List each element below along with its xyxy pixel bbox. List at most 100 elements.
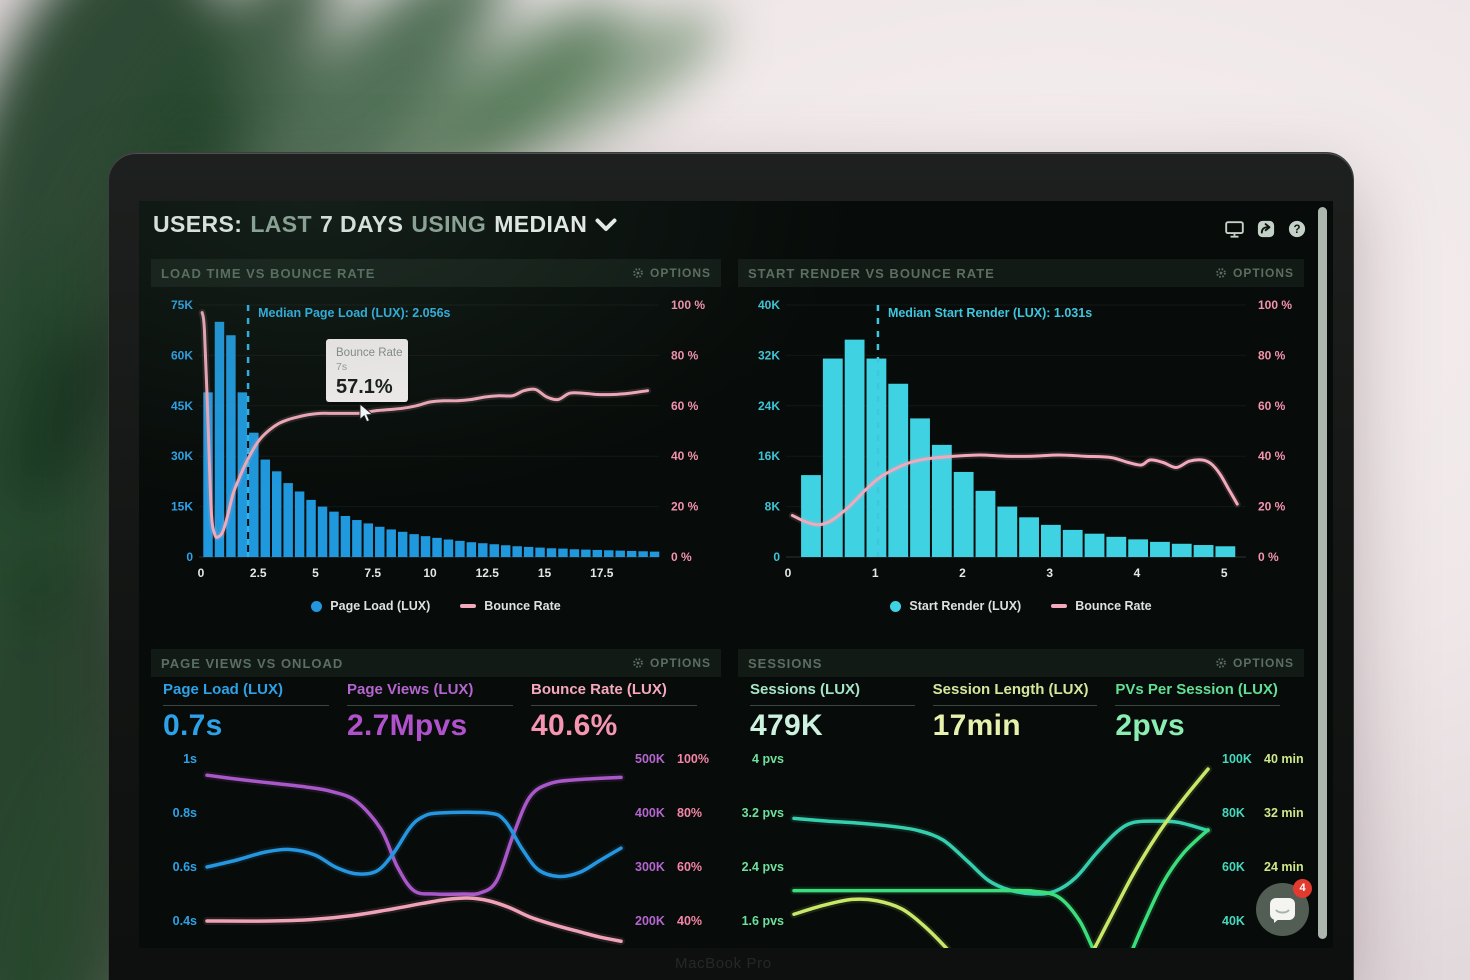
metric: Page Views (LUX) 2.7Mpvs bbox=[347, 681, 513, 741]
svg-text:80%: 80% bbox=[677, 806, 702, 820]
svg-text:80 %: 80 % bbox=[671, 348, 699, 362]
legend-label: Start Render (LUX) bbox=[909, 599, 1022, 613]
svg-text:7.5: 7.5 bbox=[364, 566, 381, 580]
panel-load-time: LOAD TIME VS BOUNCE RATE OPTIONS 0 0 % 15K… bbox=[151, 259, 721, 635]
legend-item[interactable]: Bounce Rate bbox=[1051, 599, 1152, 613]
page-views-chart[interactable]: 1s 0.8s 0.6s 0.4s 500K 400K 300K 200K 100% 80% 60%… bbox=[151, 749, 717, 948]
panel-header: LOAD TIME VS BOUNCE RATE OPTIONS bbox=[151, 259, 721, 287]
gear-icon bbox=[633, 268, 643, 278]
scrollbar[interactable] bbox=[1318, 207, 1327, 939]
metric-rule bbox=[163, 705, 329, 706]
metric-value: 0.7s bbox=[163, 709, 223, 742]
title-part: LAST bbox=[250, 211, 312, 237]
svg-text:20 %: 20 % bbox=[1258, 500, 1286, 514]
svg-text:60K: 60K bbox=[171, 348, 193, 362]
panel-title: LOAD TIME VS BOUNCE RATE bbox=[161, 265, 376, 281]
svg-text:60 %: 60 % bbox=[671, 399, 699, 413]
svg-text:40K: 40K bbox=[1222, 914, 1245, 928]
svg-text:0.8s: 0.8s bbox=[173, 806, 197, 820]
svg-text:16K: 16K bbox=[758, 449, 780, 463]
options-button[interactable]: OPTIONS bbox=[632, 266, 711, 280]
svg-text:60%: 60% bbox=[677, 860, 702, 874]
options-button[interactable]: OPTIONS bbox=[1215, 266, 1294, 280]
svg-text:500K: 500K bbox=[635, 752, 665, 766]
svg-text:0: 0 bbox=[785, 566, 792, 580]
device-label: MacBook Pro bbox=[675, 955, 772, 972]
svg-text:Median Page Load (LUX): 2.056s: Median Page Load (LUX): 2.056s bbox=[258, 306, 450, 320]
panel-header: START RENDER VS BOUNCE RATE OPTIONS bbox=[738, 259, 1304, 287]
metric: Page Load (LUX) 0.7s bbox=[163, 681, 329, 741]
svg-text:32 min: 32 min bbox=[1264, 806, 1304, 820]
legend-dot-swatch bbox=[311, 600, 323, 612]
svg-text:20 %: 20 % bbox=[671, 500, 699, 514]
svg-text:8K: 8K bbox=[765, 500, 781, 514]
legend-label: Page Load (LUX) bbox=[330, 599, 431, 613]
metric: Session Length (LUX) 17min bbox=[932, 681, 1098, 741]
metric-label: PVs Per Session (LUX) bbox=[1115, 681, 1278, 698]
svg-text:4 pvs: 4 pvs bbox=[752, 752, 784, 766]
display-icon[interactable] bbox=[1225, 220, 1244, 238]
chat-widget-button[interactable]: 4 bbox=[1256, 879, 1312, 936]
share-icon[interactable] bbox=[1257, 220, 1275, 238]
svg-text:100%: 100% bbox=[677, 752, 709, 766]
gear-icon bbox=[1216, 268, 1226, 278]
svg-text:0: 0 bbox=[186, 550, 193, 564]
users-range-dropdown[interactable]: USERS: LAST 7 DAYS USING MEDIAN bbox=[153, 211, 617, 238]
metric-value: 40.6% bbox=[531, 709, 618, 742]
options-button[interactable]: OPTIONS bbox=[632, 656, 711, 670]
svg-text:30K: 30K bbox=[171, 449, 193, 463]
svg-text:12.5: 12.5 bbox=[476, 566, 500, 580]
panel-header: SESSIONS OPTIONS bbox=[738, 649, 1304, 677]
metrics-row: Sessions (LUX) 479K Session Length (LUX) 17… bbox=[750, 681, 1298, 741]
metric-label: Sessions (LUX) bbox=[750, 681, 861, 698]
svg-text:0: 0 bbox=[198, 566, 205, 580]
title-part: 7 DAYS bbox=[319, 211, 404, 237]
legend-item[interactable]: Bounce Rate bbox=[460, 599, 561, 613]
svg-text:100 %: 100 % bbox=[1258, 298, 1292, 312]
svg-text:15: 15 bbox=[538, 566, 552, 580]
sessions-chart[interactable]: 4 pvs 3.2 pvs 2.4 pvs 1.6 pvs 100K 80K 60K 40K 4… bbox=[738, 749, 1304, 948]
help-icon[interactable]: ? bbox=[1288, 220, 1306, 238]
metric-label: Bounce Rate (LUX) bbox=[531, 681, 667, 698]
svg-text:1s: 1s bbox=[183, 752, 197, 766]
svg-text:40 %: 40 % bbox=[671, 449, 699, 463]
start-render-chart[interactable]: 0 0 % 8K 20 % 16K 40 % 24K 60 % 32K 80 % 40K 100 % 0… bbox=[738, 291, 1304, 591]
metric-label: Page Views (LUX) bbox=[347, 681, 474, 698]
metric-rule bbox=[347, 705, 513, 706]
svg-text:60K: 60K bbox=[1222, 860, 1245, 874]
legend-item[interactable]: Start Render (LUX) bbox=[890, 599, 1021, 613]
chart-legend: Page Load (LUX) Bounce Rate bbox=[151, 599, 721, 613]
svg-text:80K: 80K bbox=[1222, 806, 1245, 820]
metric-value: 2pvs bbox=[1115, 709, 1185, 742]
title-part: MEDIAN bbox=[494, 211, 588, 237]
svg-text:45K: 45K bbox=[171, 399, 193, 413]
chart-legend: Start Render (LUX) Bounce Rate bbox=[738, 599, 1304, 613]
svg-text:0.4s: 0.4s bbox=[173, 914, 197, 928]
svg-text:40 %: 40 % bbox=[1258, 449, 1286, 463]
svg-text:2.5: 2.5 bbox=[250, 566, 267, 580]
svg-text:10: 10 bbox=[423, 566, 437, 580]
panel-title: START RENDER VS BOUNCE RATE bbox=[748, 265, 995, 281]
panel-sessions: SESSIONS OPTIONS Sessions (LUX) 479K Sessi… bbox=[738, 649, 1304, 948]
metric-rule bbox=[750, 705, 915, 706]
svg-text:0: 0 bbox=[773, 550, 780, 564]
svg-text:60 %: 60 % bbox=[1258, 399, 1286, 413]
legend-item[interactable]: Page Load (LUX) bbox=[311, 599, 430, 613]
chevron-down-icon bbox=[595, 218, 617, 231]
svg-text:5: 5 bbox=[1221, 566, 1228, 580]
svg-text:1.6 pvs: 1.6 pvs bbox=[742, 914, 784, 928]
options-button[interactable]: OPTIONS bbox=[1215, 656, 1294, 670]
svg-text:24K: 24K bbox=[758, 399, 780, 413]
svg-text:40 min: 40 min bbox=[1264, 752, 1304, 766]
screen-header: USERS: LAST 7 DAYS USING MEDIAN ? bbox=[153, 211, 1323, 251]
svg-text:15K: 15K bbox=[171, 500, 193, 514]
svg-text:17.5: 17.5 bbox=[590, 566, 614, 580]
svg-text:1: 1 bbox=[872, 566, 879, 580]
laptop: USERS: LAST 7 DAYS USING MEDIAN ? bbox=[108, 152, 1354, 980]
svg-text:100 %: 100 % bbox=[671, 298, 705, 312]
svg-text:7s: 7s bbox=[336, 361, 347, 373]
legend-line-swatch bbox=[1051, 604, 1068, 608]
metric-rule bbox=[932, 705, 1098, 706]
load-time-chart[interactable]: 0 0 % 15K 20 % 30K 40 % 45K 60 % 60K 80 % 75K 100 %… bbox=[151, 291, 717, 591]
